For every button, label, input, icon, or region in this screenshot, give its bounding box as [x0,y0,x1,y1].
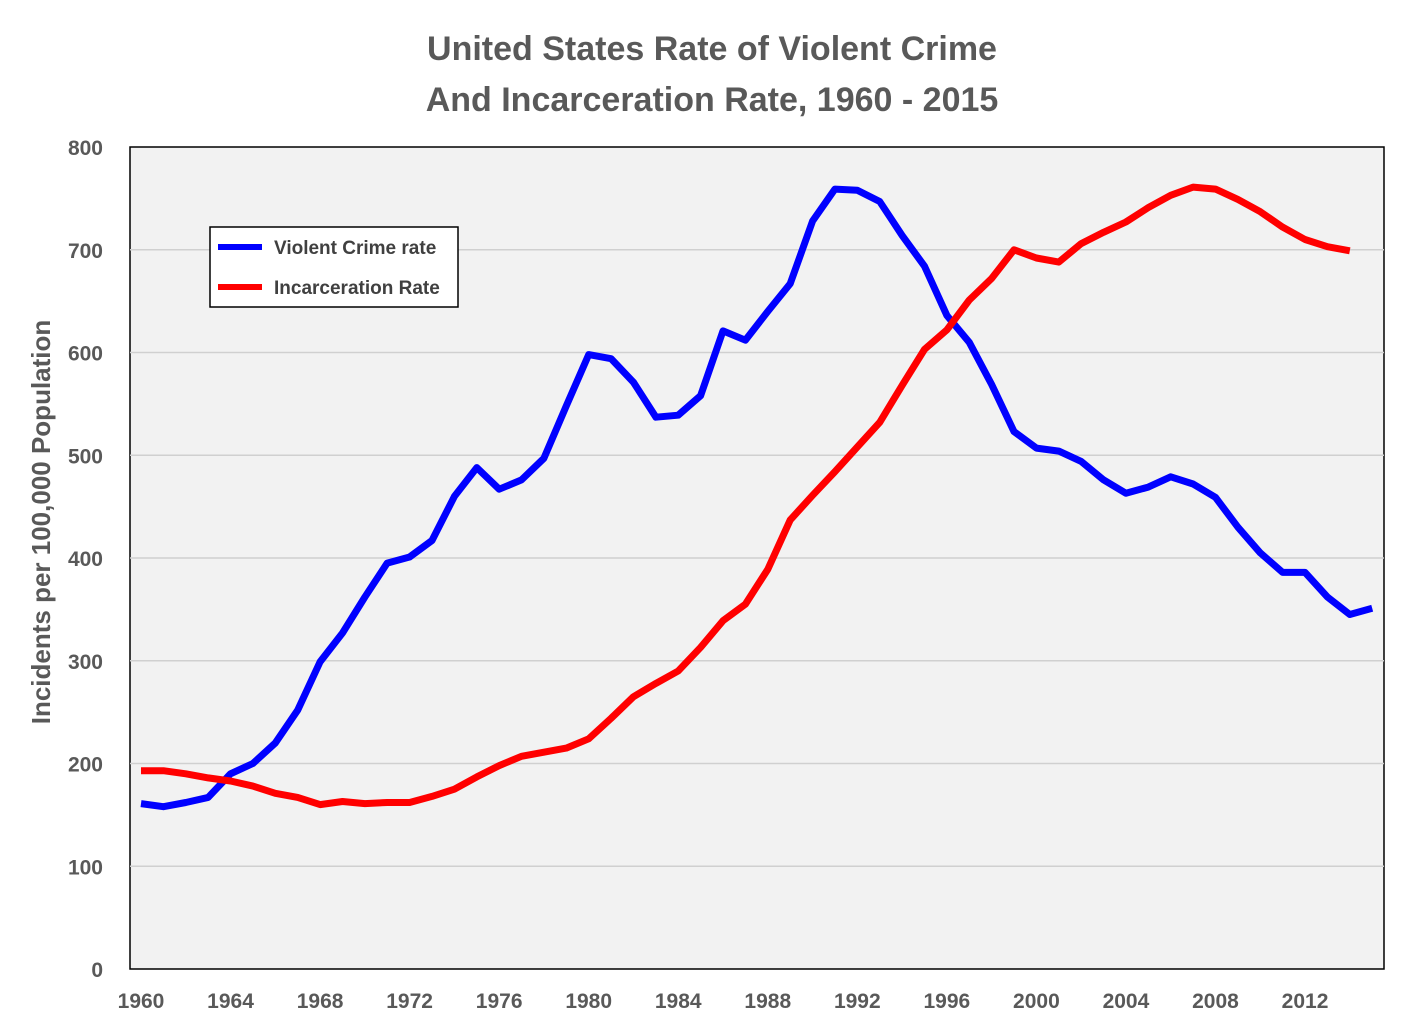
x-tick-label: 1968 [297,990,344,1013]
x-tick-label: 1988 [744,990,791,1013]
y-tick-label: 600 [68,343,103,366]
x-tick-label: 2000 [1013,990,1060,1013]
series-line-violent-crime [140,185,1374,811]
y-tick-label: 200 [68,754,103,777]
y-tick-label: 800 [68,137,103,160]
y-tick-label: 400 [68,548,103,571]
chart-title-line-1: United States Rate of Violent Crime [427,30,997,68]
x-tick-label: 1992 [834,990,881,1013]
x-tick-label: 2004 [1103,990,1150,1013]
x-tick-label: 1972 [386,990,433,1013]
y-tick-label: 300 [68,651,103,674]
x-tick-label: 2012 [1282,990,1329,1013]
x-tick-label: 1984 [655,990,702,1013]
y-tick-label: 100 [68,856,103,879]
y-tick-label: 0 [91,959,103,982]
y-tick-label: 700 [68,240,103,263]
legend-label-incarceration: Incarceration Rate [274,278,440,299]
legend: Violent Crime rate Incarceration Rate [209,226,459,308]
y-axis-label: Incidents per 100,000 Population [26,320,56,725]
chart-title-line-2: And Incarceration Rate, 1960 - 2015 [426,81,999,119]
x-tick-label: 1976 [476,990,523,1013]
x-tick-label: 2008 [1192,990,1239,1013]
legend-label-violent-crime: Violent Crime rate [274,238,436,259]
x-tick-label: 1960 [118,990,165,1013]
y-tick-label: 500 [68,445,103,468]
x-tick-label: 1964 [207,990,254,1013]
x-tick-label: 1996 [924,990,971,1013]
x-tick-label: 1980 [565,990,612,1013]
